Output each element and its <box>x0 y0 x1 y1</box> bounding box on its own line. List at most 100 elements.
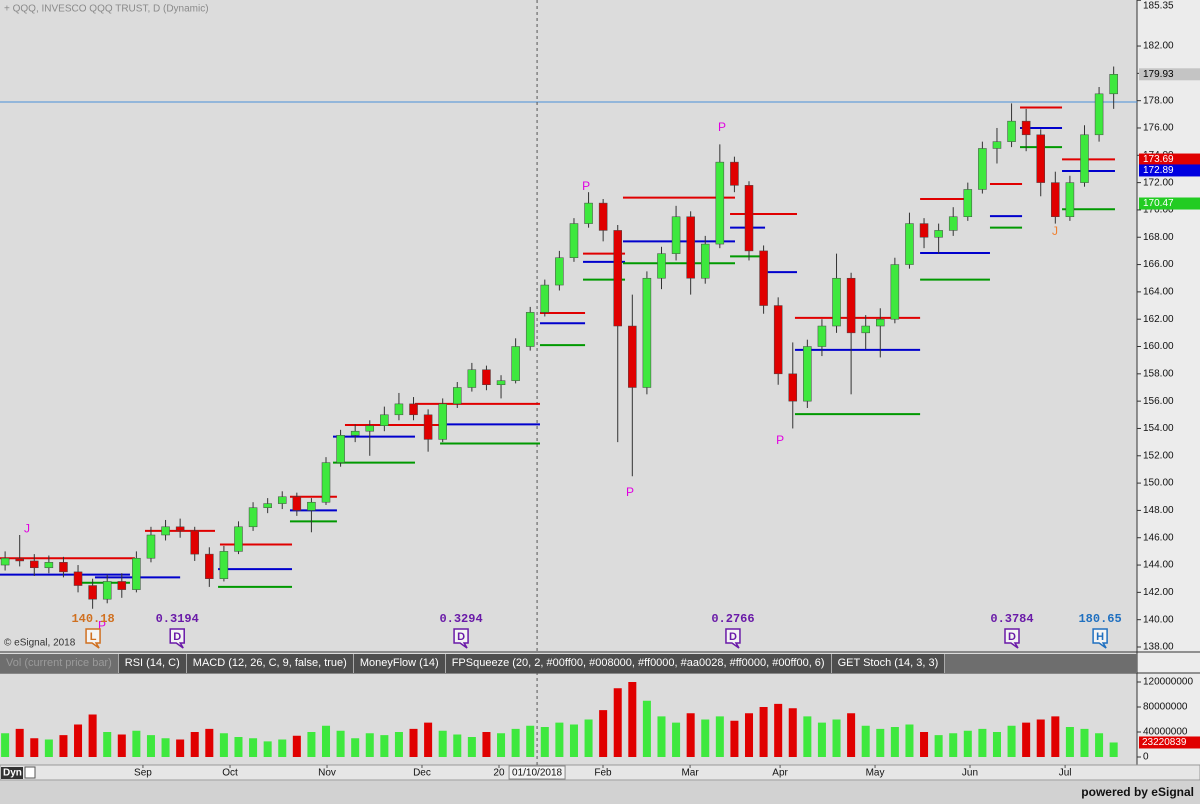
candle-body <box>409 403 418 416</box>
indicator-tab[interactable]: MACD (12, 26, C, 9, false, true) <box>186 654 354 673</box>
signal-letter: H <box>1096 631 1104 643</box>
candle-body <box>525 312 535 347</box>
price-panel <box>0 0 1137 652</box>
candle-body <box>671 216 681 254</box>
candle-body <box>569 223 579 258</box>
candle-body <box>817 325 827 347</box>
indicator-tab[interactable]: RSI (14, C) <box>118 654 187 673</box>
indicator-tab[interactable]: FPSqueeze (20, 2, #00ff00, #008000, #ff0… <box>445 654 832 673</box>
y-tick-label: 185.35 <box>1143 1 1174 12</box>
price-tag <box>1139 164 1200 177</box>
candle-body <box>642 277 652 388</box>
volume-bar <box>190 732 199 757</box>
volume-bar <box>628 682 637 757</box>
signal-value: 140.18 <box>71 612 114 626</box>
volume-bar <box>1051 716 1060 757</box>
signal-letter: L <box>90 631 97 643</box>
indicator-tab[interactable]: Vol (current price bar) <box>0 654 119 673</box>
y-tick-label: 182.00 <box>1143 41 1174 52</box>
candle-body <box>628 325 637 388</box>
volume-bar <box>555 722 564 757</box>
volume-last-label: 23220839 <box>1142 737 1187 748</box>
candle-body <box>88 585 97 600</box>
y-tick-label: 168.00 <box>1143 232 1174 243</box>
copyright: © eSignal, 2018 <box>4 638 76 649</box>
volume-bar <box>963 730 972 757</box>
candle-body <box>453 387 462 405</box>
volume-bar <box>103 732 112 757</box>
candle-body <box>438 403 447 440</box>
mode-label[interactable]: Dyn <box>3 768 22 779</box>
volume-bar <box>526 725 535 757</box>
candle-body <box>1021 120 1031 136</box>
candle-body <box>102 581 112 600</box>
volume-bar <box>74 724 83 757</box>
volume-bar <box>117 734 126 757</box>
candle-body <box>715 161 725 245</box>
candle-body <box>146 534 156 559</box>
candle-body <box>175 526 185 532</box>
volume-bar <box>44 739 53 757</box>
candle-body <box>963 189 973 218</box>
volume-bar <box>380 735 389 757</box>
candle-body <box>44 562 54 569</box>
signal-icon <box>85 628 101 649</box>
candle-body <box>657 253 666 279</box>
candle-body <box>1094 93 1104 136</box>
y-tick-label: 140.00 <box>1143 614 1174 625</box>
candle-body <box>132 557 141 590</box>
volume-bar <box>847 713 856 757</box>
candle-body <box>846 277 856 334</box>
volume-bar <box>613 688 622 757</box>
pattern-marker: P <box>626 485 634 499</box>
volume-bar <box>1109 742 1118 757</box>
pattern-marker: P <box>776 433 784 447</box>
volume-bar <box>920 732 929 757</box>
y-tick-label: 144.00 <box>1143 560 1174 571</box>
volume-bar <box>497 733 506 757</box>
candle-body <box>890 264 900 320</box>
candle-body <box>1051 182 1060 218</box>
powered-by: powered by eSignal <box>1081 785 1194 799</box>
pattern-marker: P <box>718 120 726 134</box>
volume-bar <box>482 732 491 757</box>
crosshair-date: 01/10/2018 <box>512 768 562 779</box>
price-tag-label: 179.93 <box>1143 69 1174 80</box>
x-tick-label: Jul <box>1059 768 1072 779</box>
mode-box <box>1 767 23 779</box>
volume-bar <box>278 739 287 757</box>
candle-body <box>234 526 243 552</box>
volume-bar <box>132 730 141 757</box>
pattern-marker: J <box>1052 224 1058 238</box>
indicator-tab[interactable]: MoneyFlow (14) <box>353 654 446 673</box>
candle-body <box>15 557 24 562</box>
y-tick-label: 162.00 <box>1143 314 1174 325</box>
candle-body <box>773 305 783 375</box>
candle-body <box>350 430 360 436</box>
volume-bar <box>219 733 228 757</box>
volume-bar <box>817 722 826 757</box>
mode-icon[interactable] <box>24 766 36 779</box>
candle-body <box>700 243 710 279</box>
candle-body <box>467 369 477 388</box>
x-tick-label: Mar <box>681 768 699 779</box>
candle-body <box>744 185 754 252</box>
y-tick-label: 138.00 <box>1143 642 1174 653</box>
volume-bar <box>715 716 724 757</box>
candle-body <box>992 141 1002 149</box>
indicator-tab[interactable]: GET Stoch (14, 3, 3) <box>831 654 946 673</box>
volume-bar <box>365 733 374 757</box>
signal-value: 0.3194 <box>156 612 199 626</box>
indicator-tabs: Vol (current price bar) RSI (14, C) MACD (… <box>0 654 1137 673</box>
volume-bar <box>1080 728 1089 757</box>
volume-bar <box>642 700 651 757</box>
pattern-marker: P <box>582 179 590 193</box>
volume-bar <box>788 708 797 757</box>
x-tick-label: May <box>866 768 885 779</box>
candle-body <box>1036 134 1045 183</box>
volume-bar <box>307 732 316 757</box>
x-tick-label: Sep <box>134 768 152 779</box>
x-tick-label: 20 <box>493 768 505 779</box>
candle-body <box>876 318 885 327</box>
